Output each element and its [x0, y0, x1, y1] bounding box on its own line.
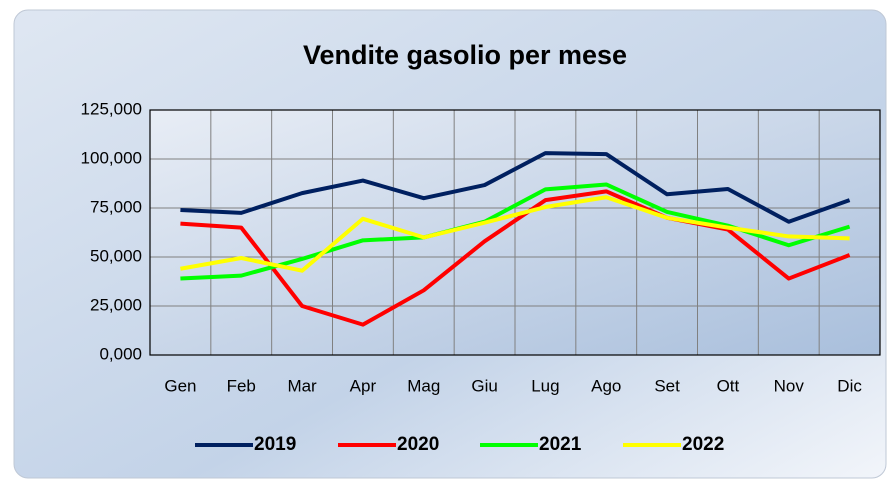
series-line [180, 195, 850, 273]
x-tick-label: Dic [837, 376, 862, 395]
x-tick-label: Ott [717, 376, 740, 395]
series-line [180, 189, 851, 327]
y-tick-label: 50,000 [90, 246, 142, 265]
legend-label: 2019 [254, 434, 296, 455]
x-tick-label: Giu [471, 376, 497, 395]
legend-label: 2022 [682, 434, 724, 455]
x-tick-label: Mag [407, 376, 440, 395]
x-tick-label: Mar [287, 376, 317, 395]
x-tick-label: Feb [227, 376, 256, 395]
legend-label: 2021 [539, 434, 582, 455]
x-tick-label: Gen [164, 376, 196, 395]
x-tick-label: Nov [774, 376, 805, 395]
y-tick-label: 75,000 [90, 197, 142, 216]
chart-title: Vendite gasolio per mese [303, 40, 627, 70]
plot-border [149, 109, 881, 356]
legend-label: 2020 [397, 434, 439, 455]
x-tick-label: Set [654, 376, 680, 395]
y-tick-label: 100,000 [81, 148, 142, 167]
y-tick-label: 0,000 [99, 344, 142, 363]
series-line [180, 151, 851, 224]
x-tick-label: Apr [350, 376, 377, 395]
x-tick-label: Lug [531, 376, 559, 395]
y-tick-label: 125,000 [81, 99, 142, 118]
y-tick-label: 25,000 [90, 295, 142, 314]
x-tick-label: Ago [591, 376, 621, 395]
